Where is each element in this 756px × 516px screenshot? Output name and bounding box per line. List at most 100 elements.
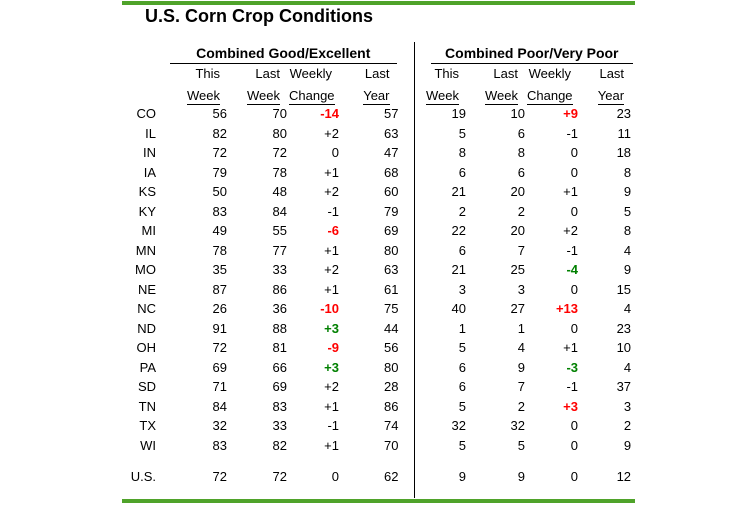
section-header-row: Combined Good/Excellent Combined Poor/Ve… [122,42,634,64]
poor-this-week-cell: 6 [458,242,466,258]
good-last-week-cell: 84 [272,203,287,219]
state-label: OH [136,340,157,355]
state-label: PA [139,359,156,375]
good-this-week-cell: 87 [212,281,227,297]
poor-last-week-cell: 2 [517,398,525,414]
poor-last-week-header: Last [493,66,518,81]
good-last-year-cell: 80 [341,240,415,260]
poor-last-year-cell: 9 [623,184,632,199]
table-row: CO 56 70 -14 57 19 10 +9 23 [122,104,633,124]
good-last-week-cell: 77 [272,242,287,258]
good-this-week-cell: 56 [212,106,227,121]
empty-cell [580,455,633,467]
table-row: ND 91 88 +3 44 1 1 0 23 [122,318,633,338]
poor-last-week-cell: 10 [510,106,525,121]
good-last-year-cell: 86 [341,396,415,416]
poor-weekly-change-cell: +9 [563,106,578,121]
poor-this-week-cell: 8 [458,145,466,160]
state-column-header [122,83,158,104]
good-weekly-change-cell: +2 [324,379,339,394]
good-last-year-header-label: Year [363,88,390,105]
good-last-year-cell: 80 [341,357,415,377]
good-this-week-cell: 78 [212,242,227,258]
good-last-year-cell: 74 [341,416,415,436]
state-label: MI [141,223,156,238]
table-row: IN 72 72 0 47 8 8 0 18 [122,143,633,163]
empty-cell [468,455,527,467]
good-last-year-cell: 68 [341,162,415,182]
good-weekly-change-cell: -9 [327,340,339,355]
good-last-year-cell: 60 [341,182,415,202]
poor-weekly-change-cell: -1 [566,379,578,394]
good-last-week-cell: 81 [272,340,287,355]
poor-weekly-change-header: Weekly [528,66,571,81]
spacer-row [122,455,633,467]
poor-weekly-change-cell: +2 [563,223,578,238]
good-this-week-cell: 72 [212,340,227,355]
poor-this-week-header: Week [414,83,468,105]
poor-last-year-cell: 18 [616,145,632,160]
poor-last-week-cell: 1 [517,320,525,336]
poor-weekly-change-cell: 0 [570,418,578,433]
good-weekly-change-cell: +3 [324,359,339,375]
poor-weekly-change-cell: -1 [566,125,578,141]
table-row: KY 83 84 -1 79 2 2 0 5 [122,201,633,221]
state-column-header [122,64,158,83]
state-label: ND [137,320,156,336]
good-weekly-change-cell: -6 [327,223,339,238]
poor-this-week-cell: 3 [458,281,466,297]
good-weekly-change-cell: -1 [327,418,339,433]
poor-last-year-cell: 8 [623,164,632,180]
state-label: WI [140,437,156,453]
poor-this-week-cell: 22 [451,223,466,238]
poor-last-year-header: Last [599,66,625,81]
empty-cell [122,455,158,467]
good-weekly-change-header: Change [289,83,341,105]
good-this-week-cell: 50 [212,184,227,199]
poor-weekly-change-header: Change [527,83,580,105]
good-this-week-cell: 35 [212,262,227,277]
poor-last-year-cell: 15 [616,281,632,297]
state-label: MN [135,242,156,258]
poor-last-week-cell: 6 [517,164,525,180]
poor-weekly-change-cell: -3 [566,359,578,375]
table-row: IA 79 78 +1 68 6 6 0 8 [122,162,633,182]
good-last-year-cell: 57 [341,104,415,124]
poor-this-week-header-label: Week [426,88,459,105]
poor-this-week-cell: 9 [458,469,466,484]
state-label: CO [136,106,157,121]
poor-weekly-change-cell: -4 [566,262,578,277]
empty-cell [158,487,229,498]
poor-last-week-cell: 5 [517,437,525,453]
poor-weekly-change-cell: 0 [570,437,578,453]
good-weekly-change-cell: +1 [324,281,339,297]
state-label: KS [138,184,156,199]
good-last-week-cell: 33 [272,262,287,277]
table-row: MO 35 33 +2 63 21 25 -4 9 [122,260,633,280]
table-row: KS 50 48 +2 60 21 20 +1 9 [122,182,633,202]
empty-cell [341,487,415,498]
good-last-week-cell: 36 [272,301,287,316]
good-last-week-cell: 80 [272,125,287,141]
good-last-week-cell: 88 [272,320,287,336]
good-last-week-cell: 72 [272,469,287,484]
empty-cell [289,455,341,467]
crop-conditions-table: Combined Good/Excellent Combined Poor/Ve… [122,42,634,498]
poor-weekly-change-cell: 0 [570,164,578,180]
poor-last-year-cell: 2 [623,418,632,433]
good-last-week-cell: 86 [272,281,287,297]
good-last-week-cell: 33 [272,418,287,433]
good-weekly-change-cell: -10 [320,301,339,316]
good-last-year-cell: 63 [341,260,415,280]
good-this-week-cell: 82 [212,125,227,141]
poor-this-week-cell: 6 [458,359,466,375]
poor-weekly-change-cell: 0 [570,281,578,297]
table-row: NC 26 36 -10 75 40 27 +13 4 [122,299,633,319]
poor-last-year-cell: 37 [616,379,632,394]
poor-this-week-cell: 32 [451,418,466,433]
poor-last-week-cell: 6 [517,125,525,141]
table-row: OH 72 81 -9 56 5 4 +1 10 [122,338,633,358]
state-label: U.S. [130,469,156,484]
good-weekly-change-header-label: Change [289,88,335,105]
good-weekly-change-cell: +2 [324,262,339,277]
